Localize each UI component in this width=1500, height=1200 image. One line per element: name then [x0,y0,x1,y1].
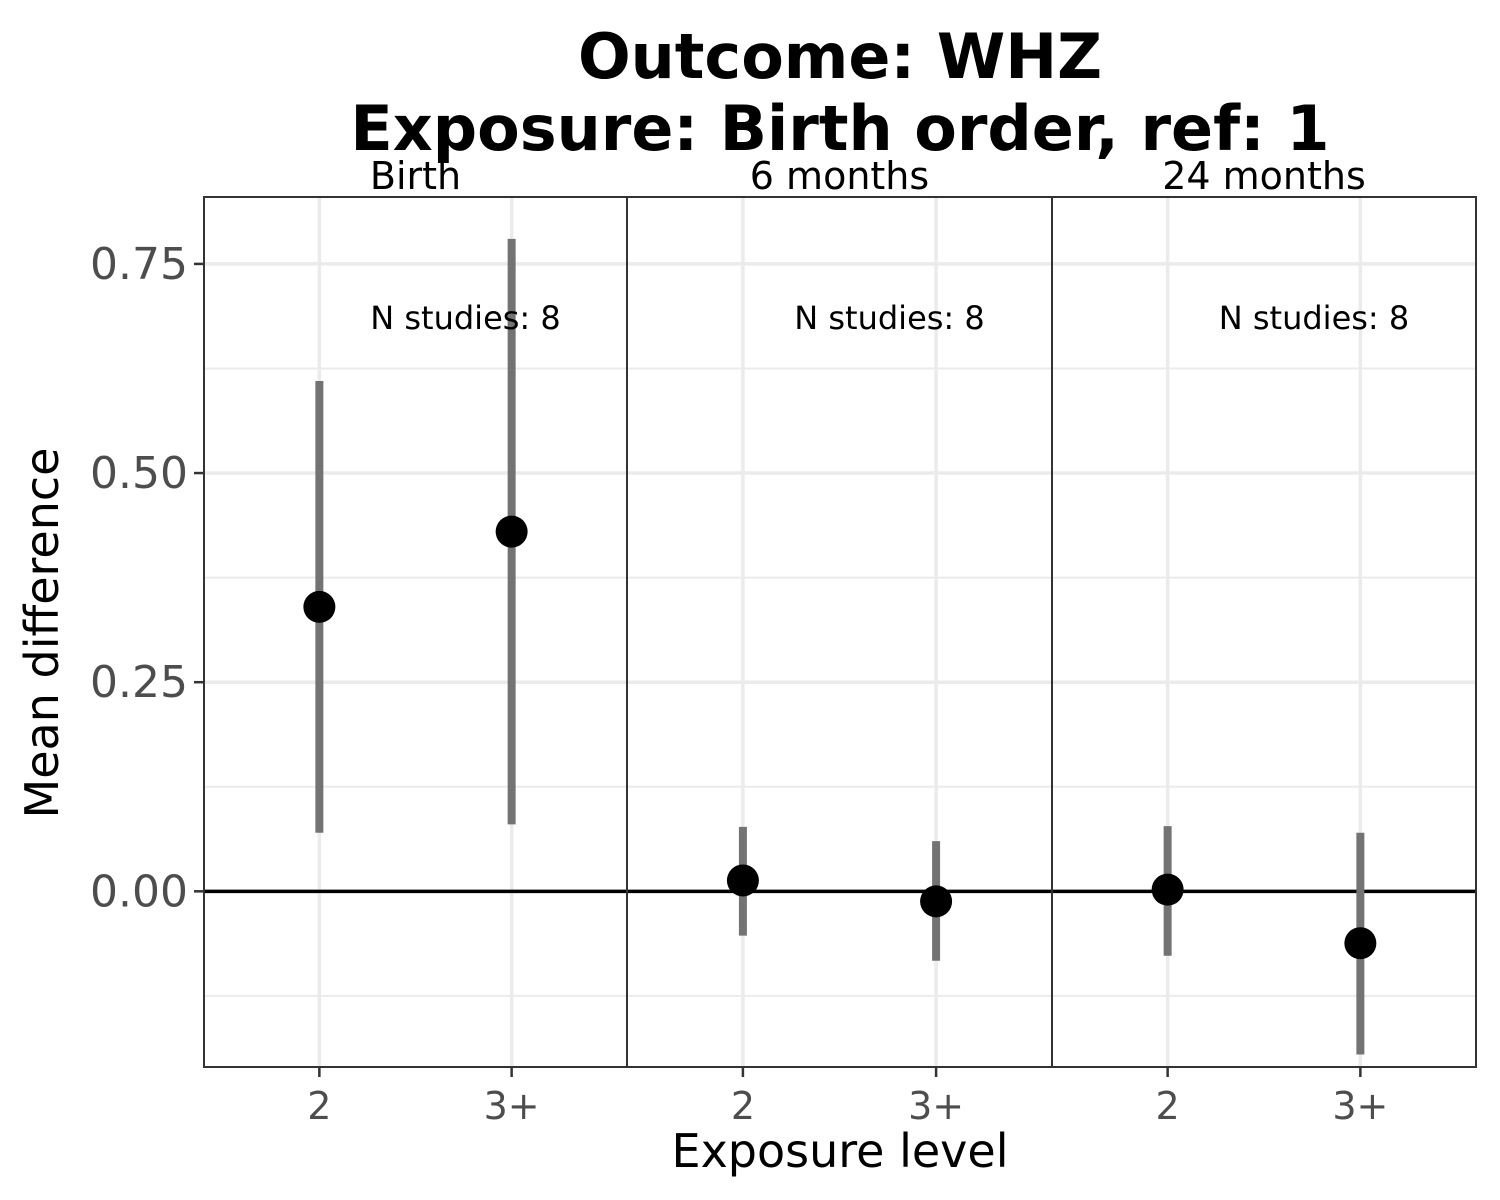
x-tick-label: 2 [731,1084,755,1128]
x-tick-label: 2 [307,1084,331,1128]
data-point [495,515,528,548]
panel-background [627,197,1052,1067]
panel-background [1052,197,1476,1067]
panel-background [204,197,627,1067]
x-tick-label: 2 [1156,1084,1180,1128]
y-tick-label: 0.50 [90,448,188,499]
x-tick-label: 3+ [1332,1084,1388,1128]
data-point [920,885,953,918]
panel-border [1051,196,1477,1068]
x-tick-label: 3+ [484,1084,540,1128]
data-point [303,590,336,623]
data-point [1151,873,1184,906]
x-axis-title: Exposure level [672,1124,1009,1178]
facet-strip-label: 6 months [750,154,929,198]
plot-area: Birth N studies: 8 6 months N studies: 8 24 … [90,154,1477,1128]
x-tick-label: 3+ [908,1084,964,1128]
n-studies-annotation: N studies: 8 [1219,299,1409,337]
n-studies-annotation: N studies: 8 [370,299,560,337]
facet-strip-label: Birth [370,154,461,198]
data-point [726,864,759,897]
n-studies-annotation: N studies: 8 [794,299,984,337]
data-point [1344,927,1377,960]
y-tick-label: 0.75 [90,239,188,290]
chart-title-line-2: Exposure: Birth order, ref: 1 [350,92,1329,165]
y-tick-label: 0.25 [90,657,188,708]
facet-strip-label: 24 months [1162,154,1366,198]
y-tick-label: 0.00 [90,866,188,917]
y-axis-title: Mean difference [15,448,69,819]
chart-title-line-1: Outcome: WHZ [578,20,1102,93]
